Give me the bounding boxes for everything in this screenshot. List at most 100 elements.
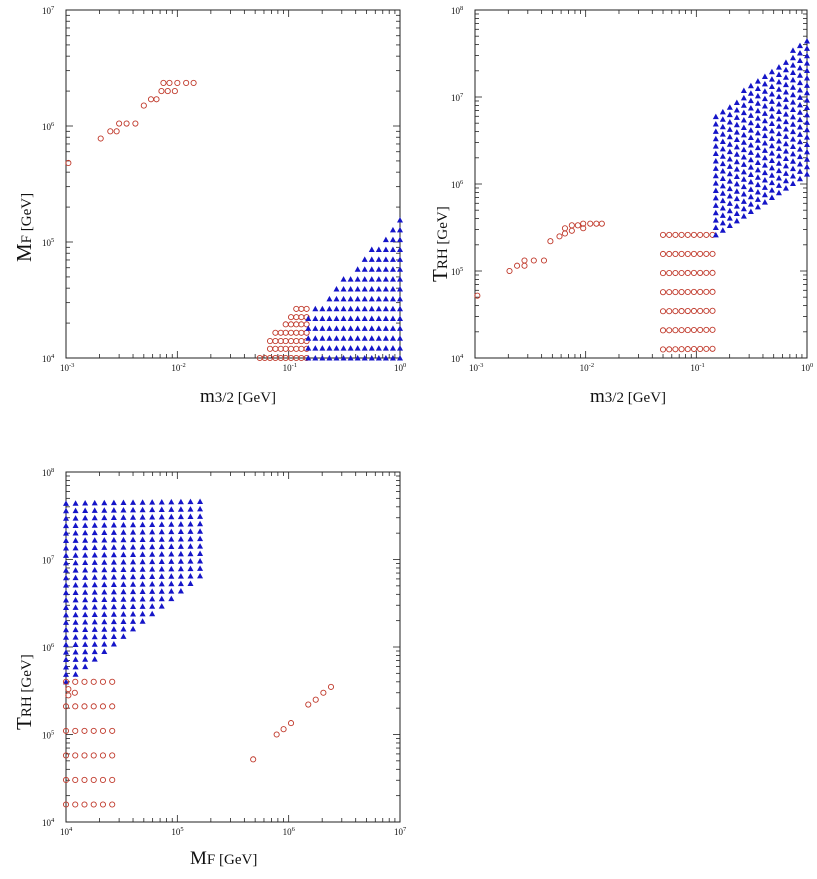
triangle-point	[197, 535, 204, 542]
axis-label-part: [GeV]	[435, 206, 451, 249]
triangle-point	[382, 305, 389, 312]
triangle-point	[91, 499, 98, 506]
triangle-point	[130, 499, 137, 505]
triangle-point	[747, 82, 754, 89]
triangle-point	[782, 59, 789, 65]
series-triangles	[305, 216, 403, 361]
triangle-point	[375, 325, 382, 331]
axis-label-part: RH	[19, 696, 35, 718]
circle-point	[666, 269, 673, 277]
triangle-point	[312, 335, 319, 341]
circle-point	[703, 307, 710, 314]
triangle-point	[768, 83, 775, 90]
triangle-point	[312, 345, 319, 351]
triangle-point	[719, 205, 726, 211]
circle-point	[690, 345, 697, 353]
triangle-point	[804, 141, 810, 148]
y-tick-label: 106	[42, 121, 55, 132]
triangle-point	[130, 506, 137, 513]
axis-label-part: m	[200, 386, 215, 407]
triangle-point	[130, 603, 137, 610]
triangle-point	[740, 139, 747, 145]
triangle-point	[747, 164, 754, 170]
triangle-point	[347, 345, 354, 351]
triangle-point	[319, 345, 326, 351]
circle-point	[556, 233, 563, 240]
triangle-point	[719, 182, 726, 189]
triangle-point	[333, 355, 340, 361]
triangle-point	[168, 528, 175, 535]
triangle-point	[726, 111, 733, 118]
triangle-point	[72, 529, 79, 536]
triangle-point	[82, 500, 89, 506]
triangle-point	[712, 157, 719, 164]
axis-label-part: M	[12, 243, 36, 262]
triangle-point	[120, 544, 127, 550]
x-tick-label: 10-2	[171, 362, 185, 373]
triangle-point	[110, 618, 117, 625]
triangle-point	[361, 276, 368, 282]
triangle-point	[120, 566, 127, 572]
circle-point	[697, 345, 704, 352]
triangle-point	[740, 205, 747, 212]
axis-label-part: T	[428, 269, 452, 282]
triangle-point	[782, 118, 789, 125]
axis-label-part: F	[19, 234, 35, 244]
triangle-point	[726, 163, 733, 169]
circle-point	[690, 250, 697, 257]
triangle-point	[63, 626, 69, 633]
triangle-point	[149, 610, 156, 617]
triangle-point	[733, 166, 740, 172]
triangle-point	[804, 119, 810, 125]
triangle-point	[130, 521, 137, 528]
triangle-point	[782, 133, 789, 139]
triangle-point	[168, 536, 175, 542]
triangle-point	[82, 626, 89, 632]
triangle-point	[747, 208, 754, 215]
triangle-point	[82, 559, 89, 566]
triangle-point	[761, 162, 768, 168]
triangle-point	[91, 574, 98, 580]
triangle-point	[91, 641, 98, 647]
triangle-point	[91, 544, 98, 551]
chart-panel-bottom-left: 104 105 106 107 104 105 106 107 108 MF [GeV] TRH […	[0, 460, 417, 879]
x-tick-label: 100	[394, 362, 406, 373]
triangle-point	[354, 355, 361, 361]
triangle-point	[397, 295, 403, 302]
triangle-point	[782, 162, 789, 169]
circle-point	[666, 250, 673, 258]
triangle-point	[72, 537, 79, 543]
circle-point	[703, 345, 710, 352]
triangle-point	[789, 150, 796, 157]
circle-point	[90, 678, 97, 685]
triangle-point	[63, 649, 69, 655]
triangle-point	[63, 597, 69, 603]
circle-point	[474, 292, 481, 299]
triangle-point	[130, 536, 137, 543]
triangle-point	[775, 108, 782, 114]
triangle-point	[397, 335, 403, 341]
triangle-point	[101, 581, 108, 588]
triangle-point	[91, 596, 98, 603]
triangle-point	[726, 207, 733, 214]
triangle-point	[72, 589, 79, 595]
triangle-point	[347, 295, 354, 302]
triangle-point	[804, 148, 810, 155]
circle-point	[672, 269, 679, 277]
circle-point	[280, 726, 287, 733]
triangle-point	[754, 181, 761, 188]
triangle-point	[82, 656, 89, 662]
triangle-point	[197, 557, 204, 564]
triangle-point	[354, 315, 361, 322]
triangle-point	[726, 119, 733, 125]
triangle-point	[354, 325, 361, 331]
triangle-point	[72, 626, 79, 633]
triangle-point	[397, 315, 403, 322]
triangle-point	[740, 117, 747, 123]
triangle-point	[382, 266, 389, 272]
triangle-point	[775, 152, 782, 159]
triangle-point	[382, 355, 389, 361]
triangle-point	[130, 558, 137, 565]
circle-point	[697, 326, 704, 333]
triangle-point	[82, 566, 89, 573]
